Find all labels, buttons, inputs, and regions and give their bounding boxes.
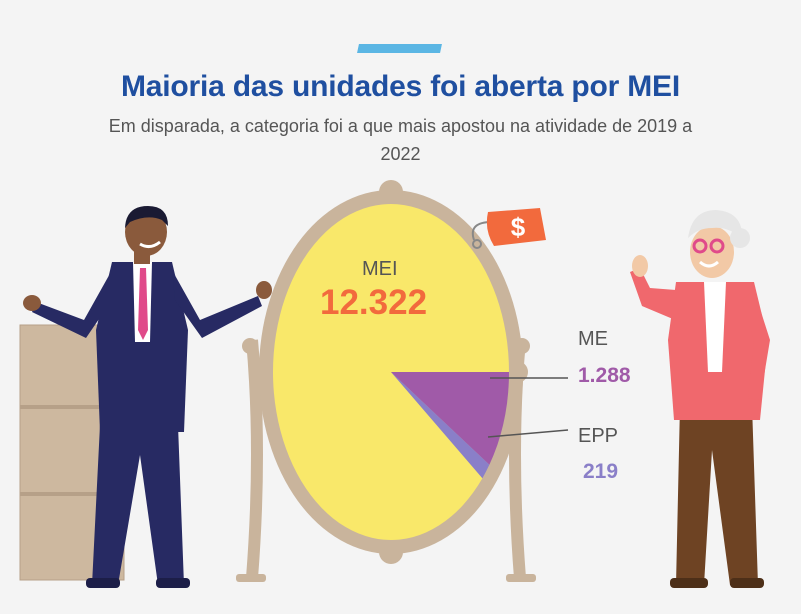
chart-title: Maioria das unidades foi aberta por MEI: [121, 70, 680, 103]
svg-text:$: $: [511, 212, 526, 242]
leader-line-epp: [487, 429, 569, 438]
pie-slice-epp: [391, 372, 490, 479]
slice-label-me: ME: [578, 328, 608, 350]
slice-label-epp: EPP: [578, 425, 619, 447]
dollar-price-tag-icon: $: [471, 208, 546, 249]
businessman-figure: [23, 206, 272, 588]
pie-chart: [273, 203, 509, 540]
chart-subtitle: Em disparada, a categoria foi a que mais…: [108, 116, 693, 164]
pie-slice-me: [391, 372, 509, 465]
older-woman-figure: [630, 210, 770, 588]
slice-value-me: 1.288: [578, 364, 631, 387]
slice-label-mei: MEI: [362, 258, 398, 280]
slice-value-epp: 219: [583, 460, 619, 483]
slice-value-mei: 12.322: [320, 283, 428, 322]
pie-slice-mei: [273, 203, 509, 540]
